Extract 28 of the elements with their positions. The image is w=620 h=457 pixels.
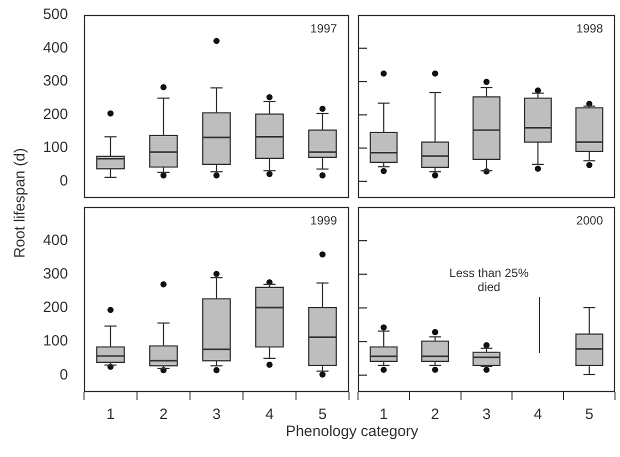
x-tick-label: 3 — [482, 406, 491, 424]
text: 1998 — [576, 21, 604, 36]
x-tick-label: 2 — [430, 406, 440, 424]
y-axis-title: Root lifespan (d) — [12, 148, 28, 258]
y-tick-label: 300 — [42, 265, 68, 282]
x-tick-label: 4 — [265, 406, 274, 424]
y-tick-label: 0 — [60, 172, 68, 190]
x-tick-label: 5 — [318, 406, 327, 424]
x-tick-label: 5 — [585, 406, 594, 424]
text: 1997 — [310, 21, 338, 36]
x-tick-label: 1 — [106, 406, 115, 424]
x-tick-label: 1 — [380, 406, 388, 424]
y-tick-label: 100 — [42, 332, 68, 350]
text: 1999 — [310, 213, 338, 228]
y-tick-label: 300 — [42, 72, 68, 90]
x-tick-label: 3 — [212, 406, 221, 424]
x-tick-label: 2 — [159, 406, 168, 424]
y-tick-label: 200 — [42, 106, 68, 123]
y-tick-label: 400 — [42, 232, 68, 249]
y-tick-label: 500 — [42, 6, 68, 24]
text: 2000 — [576, 213, 604, 228]
y-tick-label: 100 — [42, 139, 68, 156]
y-tick-label: 200 — [42, 299, 68, 316]
x-axis-title: Phenology category — [286, 423, 418, 440]
y-tick-label: 400 — [42, 39, 68, 56]
y-tick-label: 0 — [60, 366, 68, 384]
x-tick-label: 4 — [534, 406, 542, 424]
annotation: Less than 25% died — [448, 266, 530, 294]
